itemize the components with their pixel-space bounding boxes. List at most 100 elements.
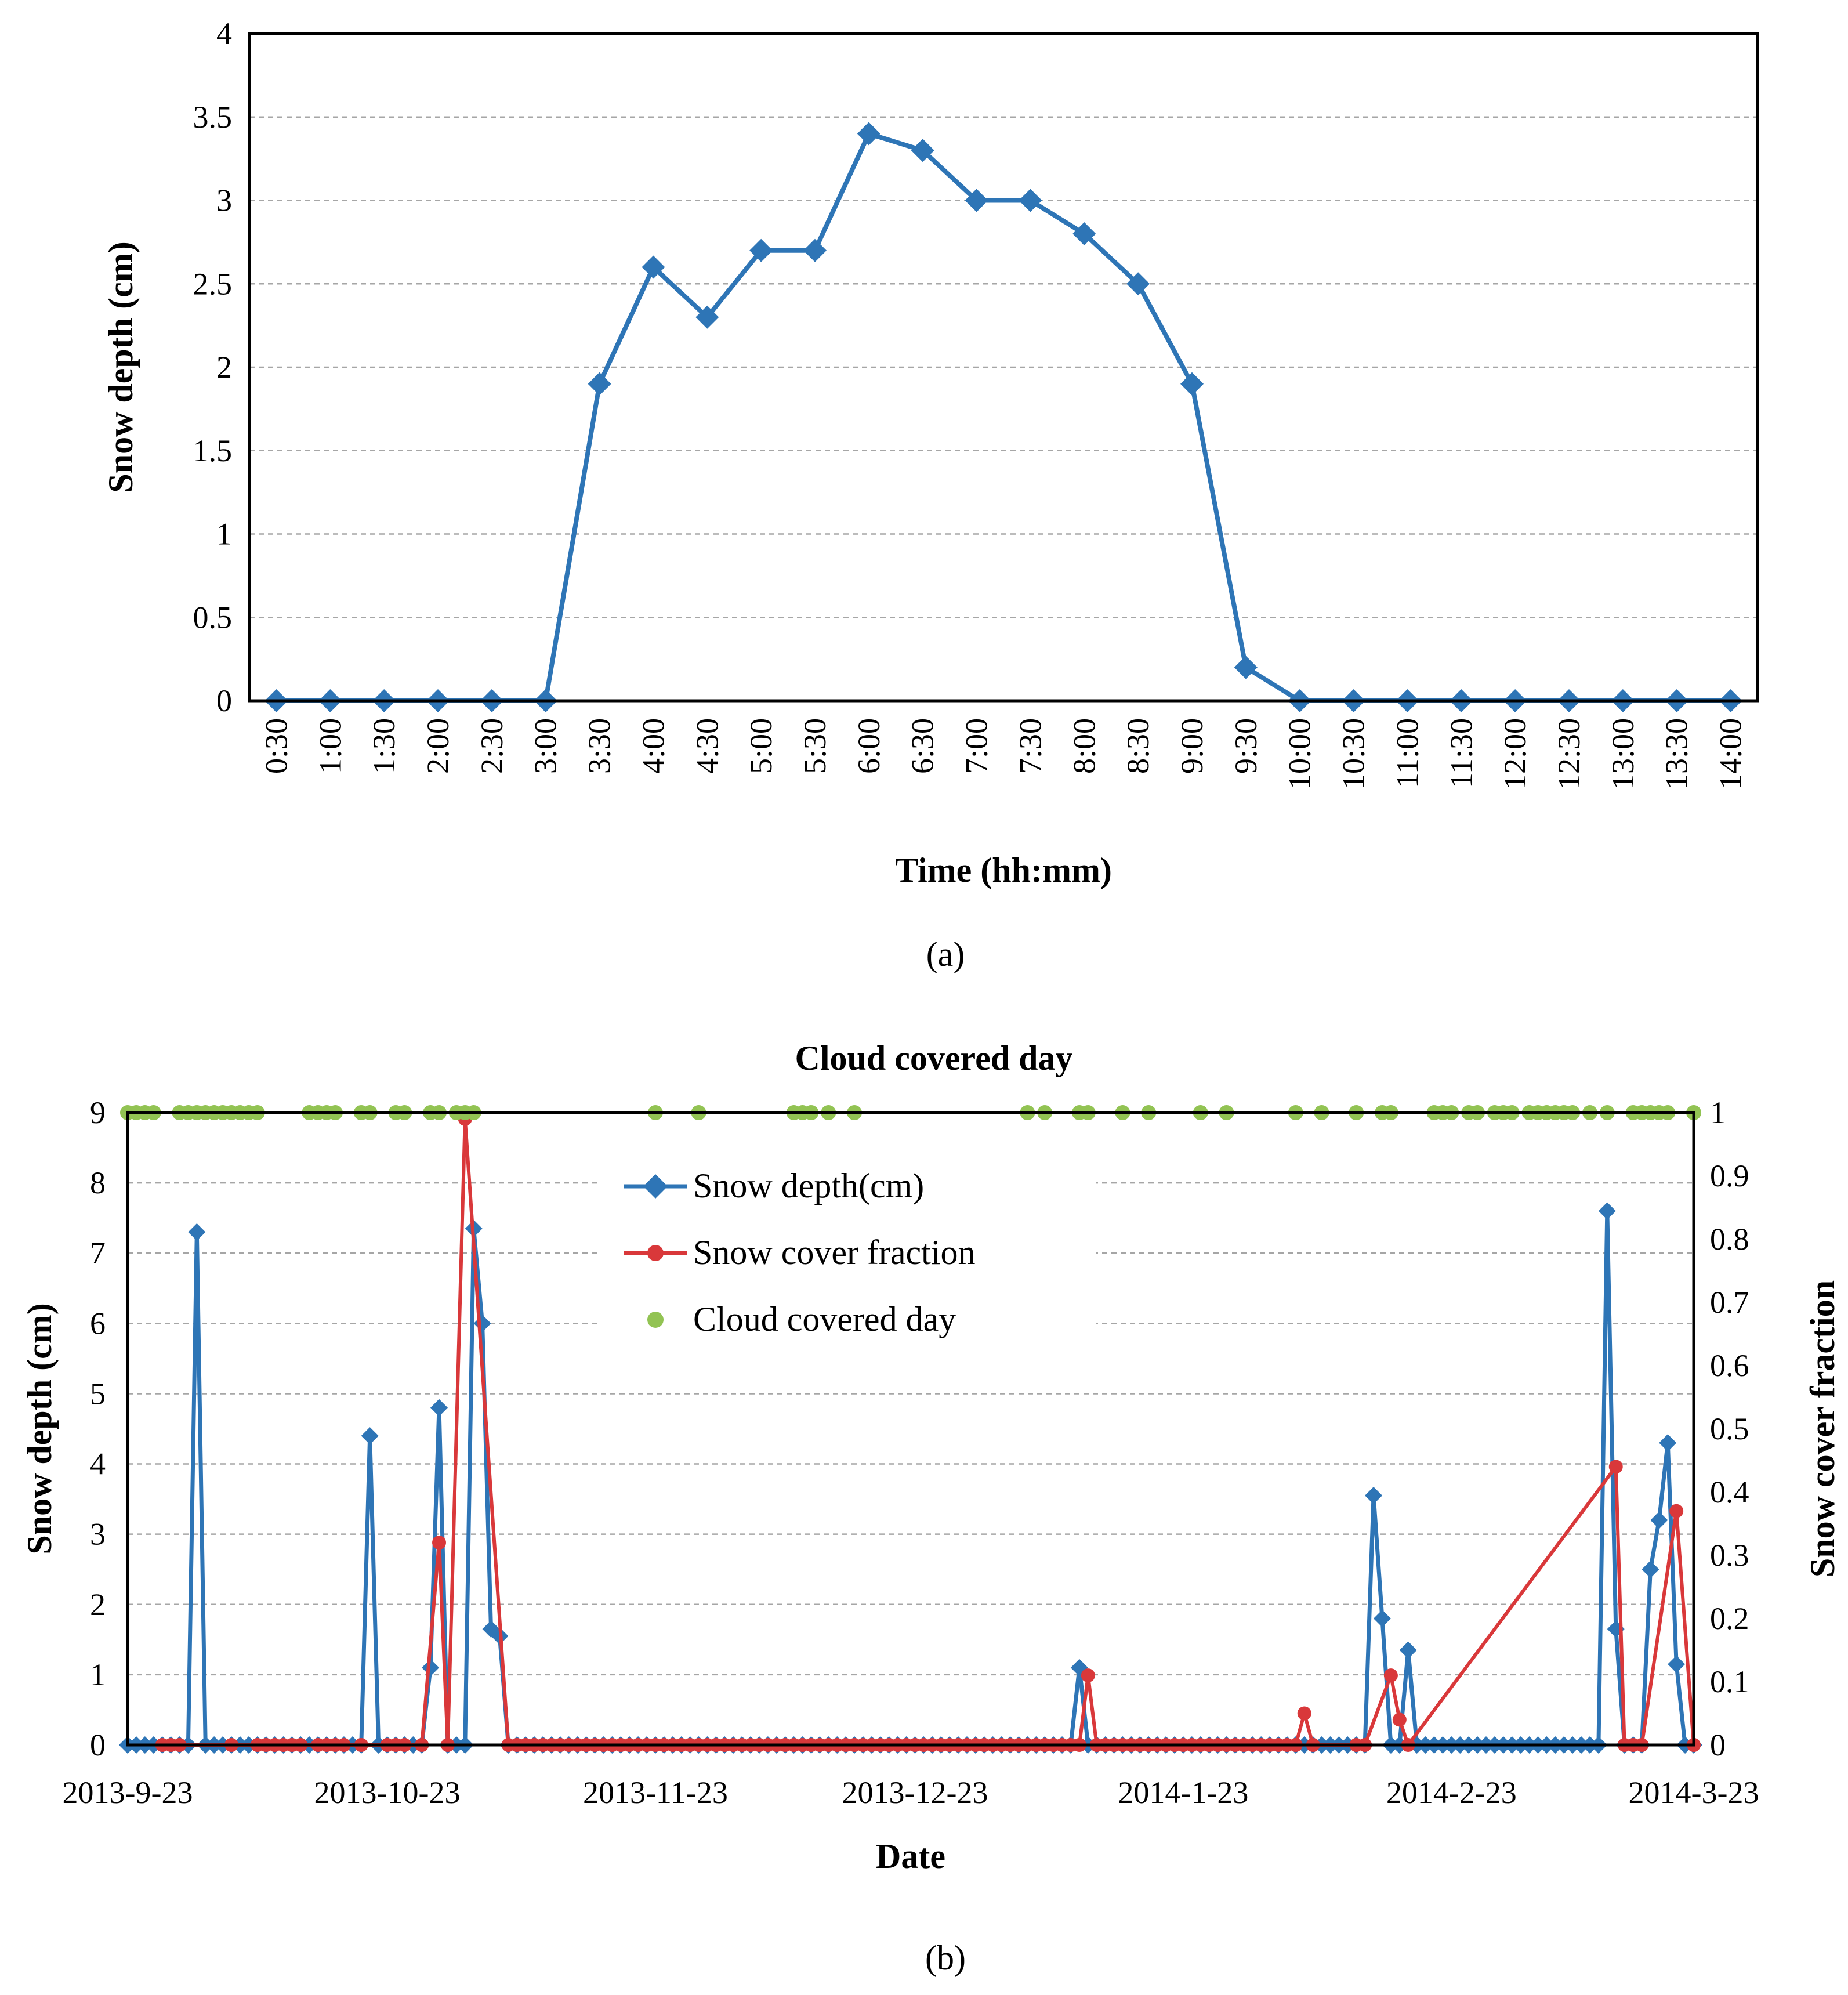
chart-a-x-tick-label: 11:30 [1444, 718, 1479, 788]
chart-b-snow-cover-point [1608, 1460, 1623, 1474]
chart-a-x-tick-label: 3:00 [528, 718, 563, 774]
chart-b-snow-cover-point [1297, 1706, 1311, 1721]
chart-b-legend: Snow depth(cm) Snow cover fraction Cloud… [624, 1167, 976, 1338]
chart-a-y-tick-label: 4 [216, 16, 232, 51]
chart-b-snow-cover-point [1383, 1668, 1398, 1683]
chart-a-data-point [911, 139, 934, 162]
chart-a-x-tick-label: 14:00 [1713, 718, 1748, 790]
chart-a-y-tick-label: 3.5 [193, 100, 233, 135]
chart-b-snow-depth-point [188, 1223, 206, 1241]
chart-b-y-tick-label: 3 [90, 1517, 106, 1552]
chart-b-y2-tick-label: 0.7 [1710, 1285, 1749, 1320]
legend-snow-depth-marker [643, 1174, 668, 1199]
chart-a-data-point [695, 305, 719, 329]
caption-a: (a) [926, 935, 965, 973]
chart-a-x-tick-label: 4:30 [690, 718, 724, 774]
chart-b-y2-axis-title: Snow cover fraction [1803, 1280, 1842, 1577]
chart-b-y-tick-label: 8 [90, 1165, 106, 1200]
chart-a-x-tick-label: 7:30 [1013, 718, 1048, 774]
chart-a-y-tick-label: 3 [216, 183, 232, 218]
chart-a-data-point [642, 255, 665, 279]
chart-b-snow-depth-point [1659, 1434, 1677, 1452]
chart-b-snow-depth-point [1650, 1511, 1668, 1529]
chart-a-x-tick-label: 4:00 [636, 718, 671, 774]
chart-b-x-axis-title: Date [876, 1837, 945, 1875]
chart-b-y2-tick-label: 0.9 [1710, 1158, 1749, 1193]
chart-a-x-tick-label: 6:00 [851, 718, 886, 774]
chart-a-x-tick-label: 9:30 [1229, 718, 1263, 774]
chart-b-x-ticks: 2013-9-23 2013-10-23 2013-11-23 2013-12-23 2… [63, 1775, 1759, 1810]
chart-b-x-tick-label: 2013-12-23 [842, 1775, 988, 1810]
chart-a-x-tick-label: 2:00 [421, 718, 455, 774]
chart-a-data-point [1234, 656, 1258, 679]
chart-b-snow-depth-point [422, 1659, 440, 1677]
chart-b-y2-tick-label: 0 [1710, 1728, 1726, 1762]
chart-a-x-tick-label: 13:00 [1606, 718, 1640, 790]
chart-b-y-tick-label: 4 [90, 1447, 106, 1482]
chart-a-x-tick-label: 12:30 [1552, 718, 1586, 790]
chart-b-snow-depth-point [1373, 1610, 1391, 1627]
chart-a-data-point [965, 189, 988, 212]
legend-snow-cover-label: Snow cover fraction [693, 1233, 976, 1272]
chart-a-y-tick-label: 2.5 [193, 266, 233, 301]
chart-b-y2-tick-label: 0.8 [1710, 1222, 1749, 1257]
chart-b-y2-tick-label: 0.4 [1710, 1475, 1749, 1509]
chart-b-snow-cover-point [1081, 1668, 1095, 1683]
chart-b-y2-tick-label: 0.6 [1710, 1348, 1749, 1383]
caption-b: (b) [925, 1939, 966, 1977]
chart-a-data-point [1180, 372, 1204, 396]
chart-b-snow-depth-point [1365, 1487, 1383, 1505]
legend-snow-cover-marker [647, 1245, 664, 1261]
chart-b-snow-depth-point [1642, 1560, 1659, 1578]
chart-b-x-tick-label: 2013-11-23 [583, 1775, 728, 1810]
chart-a-plot-frame [248, 32, 1759, 703]
chart-a-x-tick-label: 1:30 [367, 718, 401, 774]
chart-b-y2-tick-label: 0.1 [1710, 1664, 1749, 1699]
chart-a-data-point [588, 372, 611, 396]
chart-b-x-tick-label: 2014-3-23 [1629, 1775, 1759, 1810]
chart-b-snow-depth-point [1598, 1202, 1616, 1220]
chart-b-snow-depth-point [430, 1399, 448, 1417]
chart-a-y-tick-label: 0.5 [193, 600, 233, 635]
chart-b-y2-tick-label: 0.2 [1710, 1601, 1749, 1636]
chart-b-snow-depth-point [361, 1427, 379, 1445]
legend-cloud-day-marker [647, 1312, 664, 1328]
chart-a-x-tick-label: 8:00 [1067, 718, 1101, 774]
chart-b-snow-depth-point [1399, 1641, 1417, 1659]
chart-a-data-point [803, 238, 827, 262]
chart-a-x-tick-label: 12:00 [1498, 718, 1532, 790]
chart-a-x-tick-label: 2:30 [474, 718, 509, 774]
chart-a-gridlines [249, 116, 1758, 618]
chart-b-legend-background [597, 1157, 1096, 1355]
chart-a-x-tick-label: 11:00 [1390, 718, 1425, 788]
chart-a-y-tick-label: 2 [216, 350, 232, 385]
chart-a-x-tick-label: 0:30 [259, 718, 293, 774]
chart-b-snow-cover-point [1669, 1504, 1684, 1518]
chart-b-y-tick-label: 9 [90, 1095, 106, 1130]
chart-a-y-tick-label: 0 [216, 683, 232, 718]
legend-cloud-day-label: Cloud covered day [693, 1300, 956, 1338]
chart-a-x-tick-label: 10:00 [1282, 718, 1317, 790]
chart-a-data-point [857, 122, 880, 146]
chart-b-y2-ticks: 0 0.1 0.2 0.3 0.4 0.5 0.6 0.7 0.8 0.9 1 [1710, 1095, 1749, 1762]
chart-b-y2-tick-label: 0.3 [1710, 1538, 1749, 1573]
chart-b-y-tick-label: 0 [90, 1728, 106, 1762]
chart-b-x-tick-label: 2013-9-23 [63, 1775, 193, 1810]
chart-b-y-ticks: 0 1 2 3 4 5 6 7 8 9 [90, 1095, 106, 1762]
chart-a-x-tick-label: 9:00 [1175, 718, 1209, 774]
chart-a-x-tick-label: 10:30 [1336, 718, 1371, 790]
chart-b-snow-depth-point [473, 1315, 491, 1333]
chart-a-x-tick-label: 1:00 [313, 718, 347, 774]
chart-a-x-ticks: 0:30 1:00 1:30 2:00 2:30 3:00 3:30 4:00 4:30 5:00… [259, 718, 1748, 790]
chart-b-x-tick-label: 2014-2-23 [1386, 1775, 1517, 1810]
chart-b-y2-tick-label: 1 [1710, 1095, 1726, 1130]
chart-a-x-tick-label: 13:30 [1659, 718, 1694, 790]
chart-a-x-tick-label: 5:30 [798, 718, 832, 774]
chart-a-x-axis-title: Time (hh:mm) [895, 851, 1112, 889]
chart-b-y-tick-label: 2 [90, 1587, 106, 1622]
chart-a-x-tick-label: 3:30 [582, 718, 617, 774]
chart-b-y-tick-label: 1 [90, 1657, 106, 1692]
chart-b-y-tick-label: 6 [90, 1306, 106, 1341]
